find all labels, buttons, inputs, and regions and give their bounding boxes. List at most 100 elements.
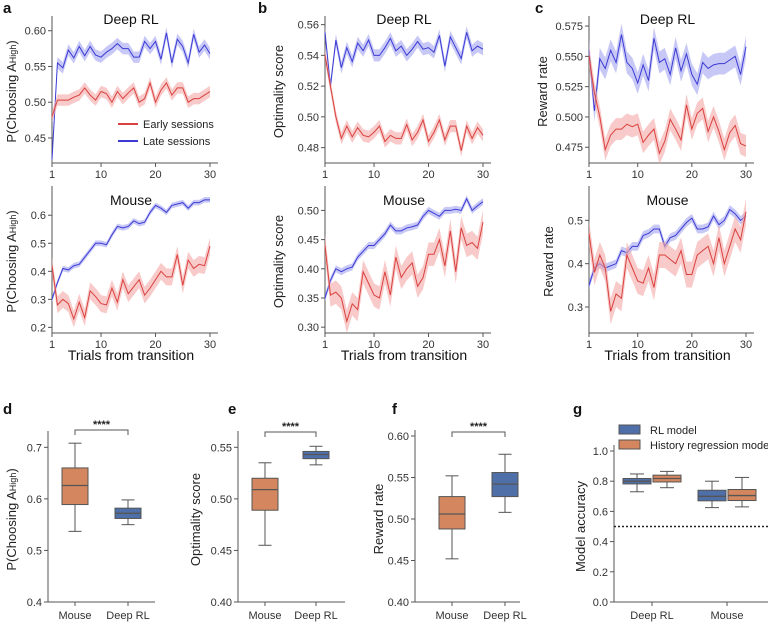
x-tick-label: 1 <box>586 169 592 181</box>
y-axis-label: P(Choosing AHigh) <box>4 468 19 570</box>
late-sessions-band <box>325 26 483 93</box>
legend-early-label: Early sessions <box>143 119 214 131</box>
y-label-text: Model accuracy <box>573 480 588 572</box>
y-tick-label: 0.45 <box>211 545 232 557</box>
early-sessions-line <box>51 245 211 321</box>
late-sessions-band <box>52 27 210 166</box>
x-tick-label: Mouse <box>435 610 468 622</box>
early-sessions-band <box>52 237 210 328</box>
box-iqr <box>251 477 279 511</box>
box-mouse <box>251 462 279 546</box>
y-tick-label: 0.48 <box>298 143 319 155</box>
y-tick-label: 0.4 <box>27 597 42 609</box>
y-tick-label: 0.5 <box>568 215 583 227</box>
x-tick-label: 20 <box>149 339 161 351</box>
y-tick-label: 0.40 <box>211 597 232 609</box>
significance-bracket <box>264 431 317 437</box>
box-mouse <box>438 475 466 560</box>
y-tick-label: 0.50 <box>298 205 319 217</box>
panel-d: d 0.4 0.5 0.6 0.7 Mouse Deep RL P(Choosing AHig… <box>3 401 155 622</box>
panel-f: f 0.40 0.45 0.50 0.55 0.60 Mouse Deep RL Reward … <box>371 401 527 622</box>
x-tick-label: 10 <box>95 169 107 181</box>
y-label-text: Reward rate <box>541 226 556 297</box>
y-axis-label: P(Choosing AHigh) <box>4 40 19 142</box>
y-label-text: P(Choosing A <box>4 233 19 313</box>
early-sessions-line <box>588 56 747 155</box>
significance-label: **** <box>93 419 111 431</box>
panel-letter: d <box>3 401 12 418</box>
y-tick-label: 0.5 <box>27 545 42 557</box>
early-sessions-band <box>52 77 210 123</box>
y-tick-label: 0.60 <box>25 26 46 38</box>
y-tick-label: 0.475 <box>555 142 583 154</box>
y-label-text: P(Choosing A <box>4 63 19 143</box>
y-tick-label: 0.40 <box>298 264 319 276</box>
box-deep-rl <box>114 499 142 526</box>
box-deep-rl <box>622 473 652 493</box>
x-tick-label: 30 <box>204 339 216 351</box>
x-tick-label: 30 <box>740 339 752 351</box>
x-tick-label: 1 <box>586 339 592 351</box>
y-tick-label: 0.4 <box>593 537 608 549</box>
x-tick-label: 10 <box>368 169 380 181</box>
x-tick-label: Mouse <box>710 610 743 622</box>
panel-c-bot: 0.3 0.4 0.5 1 10 20 30 Mouse Reward rate Trials f… <box>541 186 754 363</box>
x-tick-label: Deep RL <box>630 610 673 622</box>
y-tick-label: 0.40 <box>388 597 409 609</box>
y-tick-label: 0.8 <box>593 476 608 488</box>
subplot-title: Mouse <box>383 192 425 208</box>
panel-letter: e <box>228 401 236 418</box>
early-sessions-line <box>324 55 484 151</box>
y-axis-label: Model accuracy <box>573 480 588 572</box>
panel-e: e 0.40 0.45 0.50 0.55 Mouse Deep RL Optimality … <box>188 401 345 622</box>
x-tick-label: 1 <box>322 169 328 181</box>
subplot-title: Deep RL <box>376 11 431 27</box>
y-label-close: ) <box>4 468 19 472</box>
x-tick-label: 30 <box>477 169 489 181</box>
y-tick-label: 0.52 <box>298 81 319 93</box>
y-tick-label: 0.60 <box>388 431 409 443</box>
y-tick-label: 0.575 <box>555 21 583 33</box>
x-tick-label: 20 <box>149 169 161 181</box>
y-tick-label: 0.3 <box>568 302 583 314</box>
x-tick-label: Mouse <box>58 610 91 622</box>
y-tick-label: 0.6 <box>31 210 46 222</box>
late-sessions-line <box>324 32 484 87</box>
significance-bracket <box>451 431 506 437</box>
y-tick-label: 0.56 <box>298 20 319 32</box>
y-axis-label: Reward rate <box>541 226 556 297</box>
x-tick-label: 20 <box>422 339 434 351</box>
y-tick-label: 0.550 <box>555 51 583 63</box>
legend-swatch <box>618 424 641 435</box>
early-sessions-line <box>324 222 484 324</box>
x-axis-label: Trials from transition <box>68 347 194 363</box>
x-tick-label: Deep RL <box>483 610 526 622</box>
x-tick-label: 20 <box>686 339 698 351</box>
x-tick-label: 1 <box>322 339 328 351</box>
y-tick-label: 0.525 <box>555 82 583 94</box>
y-tick-label: 1.0 <box>593 446 608 458</box>
y-label-text: Optimality score <box>188 473 203 566</box>
legend-label: History regression model <box>650 440 768 452</box>
y-label-text: Optimality score <box>271 215 286 308</box>
subplot-title: Mouse <box>646 192 688 208</box>
y-tick-label: 0.55 <box>388 473 409 485</box>
legend-late-label: Late sessions <box>143 136 211 148</box>
significance-label: **** <box>470 421 488 433</box>
y-tick-label: 0.55 <box>25 61 46 73</box>
y-label-close: ) <box>4 40 19 44</box>
y-label-text: P(Choosing A <box>4 491 19 571</box>
x-axis-label: Trials from transition <box>341 347 467 363</box>
y-label-close: ) <box>4 210 19 214</box>
x-axis-label: Trials from transition <box>604 347 730 363</box>
y-tick-label: 0.45 <box>388 556 409 568</box>
y-tick-label: 0.55 <box>211 442 232 454</box>
y-axis-label: Reward rate <box>535 56 550 127</box>
y-tick-label: 0.45 <box>298 235 319 247</box>
x-tick-label: 30 <box>477 339 489 351</box>
y-tick-label: 0.0 <box>593 597 608 609</box>
box-deep-rl <box>302 445 330 466</box>
x-tick-label: 1 <box>49 339 55 351</box>
x-tick-label: Mouse <box>248 610 281 622</box>
